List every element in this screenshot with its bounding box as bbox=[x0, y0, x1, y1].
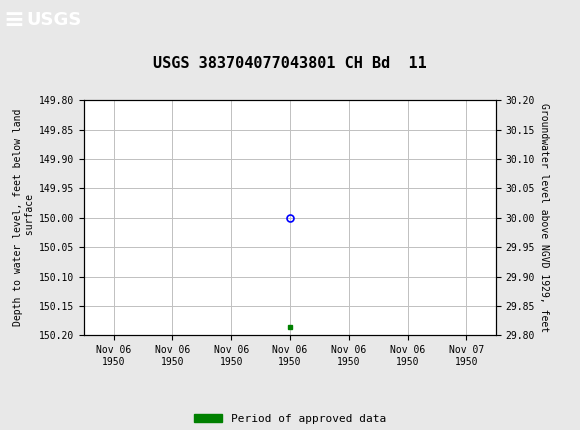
Text: USGS: USGS bbox=[26, 11, 81, 29]
Text: USGS 383704077043801 CH Bd  11: USGS 383704077043801 CH Bd 11 bbox=[153, 56, 427, 71]
Legend: Period of approved data: Period of approved data bbox=[190, 410, 390, 429]
Text: ≡: ≡ bbox=[3, 8, 24, 32]
Y-axis label: Groundwater level above NGVD 1929, feet: Groundwater level above NGVD 1929, feet bbox=[539, 103, 549, 332]
Y-axis label: Depth to water level, feet below land
 surface: Depth to water level, feet below land su… bbox=[13, 109, 35, 326]
